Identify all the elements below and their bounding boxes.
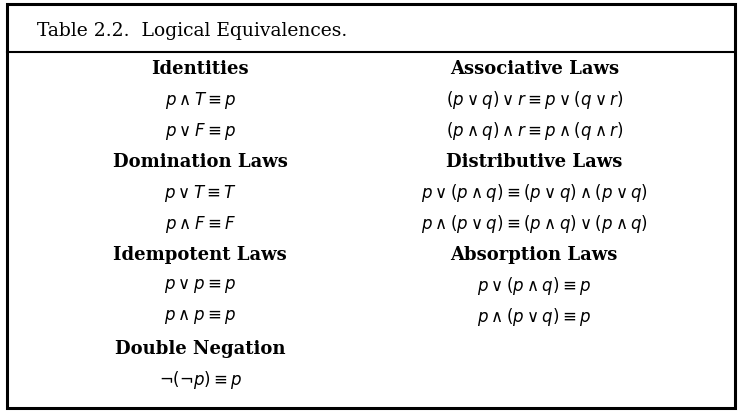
Text: $p \wedge T \equiv p$: $p \wedge T \equiv p$ — [165, 90, 236, 111]
Text: $p \wedge F \equiv F$: $p \wedge F \equiv F$ — [165, 214, 236, 235]
Text: Associative Laws: Associative Laws — [450, 60, 619, 78]
Text: $p \wedge (p \vee q) \equiv p$: $p \wedge (p \vee q) \equiv p$ — [477, 307, 591, 328]
Text: Table 2.2.  Logical Equivalences.: Table 2.2. Logical Equivalences. — [37, 22, 347, 40]
Text: $p \wedge (p \vee q) \equiv (p \wedge q) \vee (p \wedge q)$: $p \wedge (p \vee q) \equiv (p \wedge q)… — [421, 213, 648, 235]
Text: $p \vee F \equiv p$: $p \vee F \equiv p$ — [165, 121, 236, 142]
Text: $p \vee p \equiv p$: $p \vee p \equiv p$ — [164, 277, 237, 295]
Text: Absorption Laws: Absorption Laws — [450, 246, 618, 265]
Text: $\neg(\neg p) \equiv p$: $\neg(\neg p) \equiv p$ — [159, 368, 242, 391]
Text: Distributive Laws: Distributive Laws — [446, 153, 623, 171]
Text: $p \vee (p \wedge q) \equiv p$: $p \vee (p \wedge q) \equiv p$ — [477, 276, 591, 297]
Text: Domination Laws: Domination Laws — [113, 153, 288, 171]
Text: $p \vee (p \wedge q) \equiv (p \vee q) \wedge (p \vee q)$: $p \vee (p \wedge q) \equiv (p \vee q) \… — [421, 183, 648, 204]
Text: Double Negation: Double Negation — [115, 339, 286, 358]
Text: $p \vee T \equiv T$: $p \vee T \equiv T$ — [164, 183, 237, 204]
FancyBboxPatch shape — [7, 4, 735, 408]
Text: Idempotent Laws: Idempotent Laws — [114, 246, 287, 265]
Text: $p \wedge p \equiv p$: $p \wedge p \equiv p$ — [164, 309, 237, 326]
Text: $(p \vee q) \vee r \equiv p \vee (q \vee r)$: $(p \vee q) \vee r \equiv p \vee (q \vee… — [445, 89, 623, 111]
Text: $(p \wedge q) \wedge r \equiv p \wedge (q \wedge r)$: $(p \wedge q) \wedge r \equiv p \wedge (… — [445, 120, 623, 143]
Text: Identities: Identities — [151, 60, 249, 78]
